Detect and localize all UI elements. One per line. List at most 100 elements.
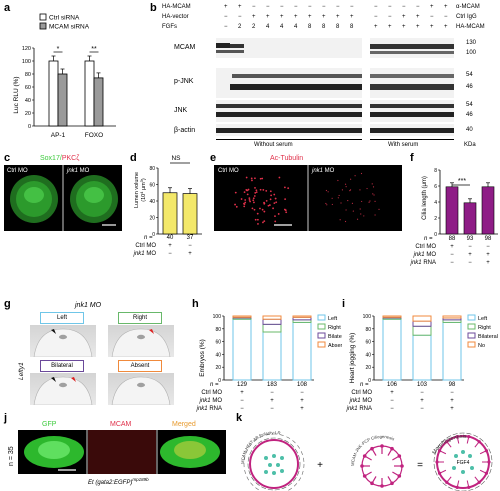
b-row-value: − — [336, 4, 340, 10]
h-row-value: − — [270, 390, 274, 396]
d-row-value: + — [188, 251, 192, 257]
i-legend-swatch — [467, 341, 476, 348]
legend-a-ctrl-swatch — [39, 13, 47, 21]
i-legend-label: Left — [478, 316, 488, 322]
f-ytick: 4 — [434, 200, 437, 206]
b-row-value-right: − — [402, 4, 406, 10]
b-row-value: + — [266, 14, 270, 20]
a-signif: * — [57, 46, 60, 53]
a-bar — [48, 60, 59, 127]
i-bar-segment — [382, 318, 402, 381]
a-signif: ** — [91, 46, 97, 53]
h-row-value: − — [240, 398, 244, 404]
d-bar — [182, 193, 198, 235]
f-n-value: 93 — [466, 236, 474, 242]
h-row-label: Ctrl MO — [201, 390, 222, 396]
i-ytick: 80 — [365, 327, 371, 333]
b-row-value: 4 — [280, 24, 284, 30]
h-legend-label: Absent — [328, 343, 342, 349]
i-legend-swatch — [467, 323, 476, 330]
b-row-value: 4 — [266, 24, 270, 30]
b-row-value: 2 — [238, 24, 242, 30]
f-row-value: + — [468, 252, 472, 258]
b-row-label-right: α-MCAM — [456, 4, 480, 10]
blot-pjnk-right — [370, 68, 454, 98]
k-equals: = — [417, 460, 423, 471]
b-row-value-right: + — [416, 14, 420, 20]
i-n-value: 106 — [386, 382, 398, 388]
i-legend-label: Bilateral — [478, 334, 498, 340]
b-row-value-right: − — [430, 14, 434, 20]
a-ylabel: Luc RLU (%) — [13, 76, 20, 113]
b-row-value-right: + — [444, 4, 448, 10]
f-row-value: − — [468, 244, 472, 250]
a-ytick: 80 — [25, 72, 31, 78]
blot-label-actin: β-actin — [174, 127, 196, 134]
h-row-value: − — [300, 390, 304, 396]
blot-mcam-left — [216, 38, 362, 58]
g-box-label: Absent — [118, 360, 162, 372]
b-row-value-right: − — [444, 14, 448, 20]
h-row-label: jnk1 MO — [199, 398, 222, 404]
d-row-label: Ctrl MO — [135, 243, 156, 249]
panel-label-f: f — [410, 152, 414, 164]
f-row-value: + — [450, 244, 454, 250]
k-cell-cilia: MCAM-JNK-PCP Ciliogenesis — [350, 434, 404, 488]
d-bar — [162, 192, 178, 235]
i-row-value: + — [390, 390, 394, 396]
b-row-value: + — [252, 14, 256, 20]
e-title: Ac-Tubulin — [270, 155, 304, 162]
i-legend-swatch — [467, 314, 476, 321]
legend-a-mcam-swatch — [39, 22, 47, 30]
panel-label-e: e — [210, 152, 217, 164]
i-ytick: 100 — [363, 314, 372, 320]
d-row-value: − — [168, 251, 172, 257]
chart-d: 0 20 40 60 80 Lumen volume (104 μm3) NS — [134, 155, 202, 238]
c-ctrl-mo: Ctrl MO — [7, 168, 28, 174]
i-row-value: − — [390, 398, 394, 404]
h-ytick: 0 — [218, 378, 221, 384]
f-row-label: jnk1 MO — [413, 252, 436, 258]
i-table: n = 106 103 98 Ctrl MO + − − jnk1 MO − + + jnk1 RNA −… — [347, 382, 498, 422]
i-row-value: + — [450, 398, 454, 404]
b-row-value: + — [238, 4, 242, 10]
f-row-value: − — [450, 252, 454, 258]
h-row-value: − — [240, 406, 244, 412]
a-ytick: 0 — [28, 124, 31, 130]
b-row-value-right: + — [430, 24, 434, 30]
k-cell-polarity: MCAM-HFAT-AB Polarity-LR — [240, 430, 305, 491]
h-legend-swatch — [317, 314, 326, 321]
b-row-value: 8 — [350, 24, 354, 30]
micrograph-c-art — [10, 165, 118, 231]
g-embryo-image — [30, 373, 96, 406]
b-row-value-right: + — [402, 24, 406, 30]
f-row-value: + — [486, 260, 490, 266]
i-bar-segment — [412, 315, 432, 322]
f-ylabel: Cilia length (μm) — [422, 176, 428, 220]
g-embryo-bilateral: Bilateral — [26, 360, 100, 406]
h-n-value: 183 — [266, 382, 278, 388]
k-fgf4: FGF4 — [457, 460, 470, 466]
i-ytick: 40 — [365, 352, 371, 358]
i-row-label: Ctrl MO — [351, 390, 372, 396]
b-row-value: − — [280, 4, 284, 10]
micrograph-j-art — [24, 430, 220, 474]
i-bar-segment — [412, 320, 432, 327]
a-bar — [57, 73, 68, 127]
f-n-value: 88 — [448, 236, 456, 242]
b-with-serum: With serum — [388, 142, 419, 148]
chart-f: 0 2 4 6 8 Cilia length (μm) *** — [422, 168, 498, 238]
h-legend-swatch — [317, 323, 326, 330]
h-row-value: − — [270, 406, 274, 412]
blot-actin-right — [370, 124, 454, 136]
h-bar-segment — [232, 318, 252, 381]
a-xtick-foxo: FOXO — [85, 132, 103, 139]
panel-b: HA-MCAM + + − − − − − − − − HA-vector − − + + + + + + + + FGFs… — [150, 0, 500, 150]
h-legend-label: Left — [328, 316, 338, 322]
b-row-value: 2 — [252, 24, 256, 30]
b-row-value: − — [266, 4, 270, 10]
panel-label-b: b — [150, 2, 157, 14]
i-row-value: + — [420, 398, 424, 404]
g-box-label: Bilateral — [40, 360, 84, 372]
mw-40: 40 — [466, 127, 473, 133]
